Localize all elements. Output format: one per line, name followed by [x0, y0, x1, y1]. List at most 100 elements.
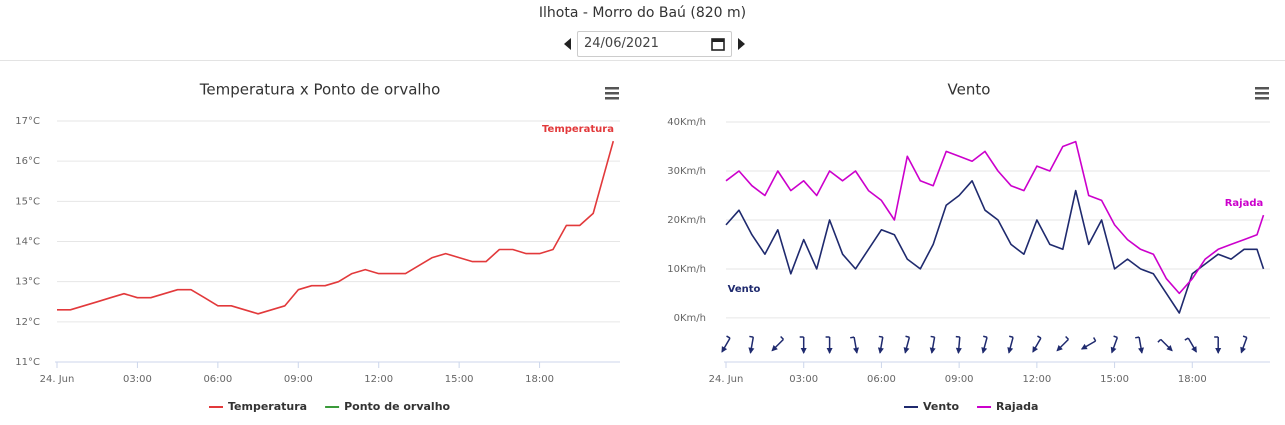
- arrow-tail: [1092, 337, 1097, 342]
- arrow-tail: [930, 335, 935, 338]
- menu-button[interactable]: [1255, 87, 1269, 100]
- arrow-head: [1032, 346, 1038, 353]
- y-tick-label: 10Km/h: [667, 264, 706, 275]
- previous-day-button[interactable]: [564, 38, 571, 50]
- legend-item[interactable]: Rajada: [977, 400, 1038, 413]
- arrow-tail: [1184, 337, 1189, 341]
- wind-arrow: [981, 335, 988, 354]
- legend-item[interactable]: Ponto de orvalho: [325, 400, 451, 413]
- legend-item[interactable]: Vento: [904, 400, 959, 413]
- arrow-tail: [726, 335, 731, 339]
- charts: Temperatura x Ponto de orvalho 11°C 12°C 13…: [15, 81, 1270, 413]
- y-tick-label: 0Km/h: [674, 313, 706, 324]
- arrow-head: [955, 347, 962, 354]
- y-tick-label: 14°C: [15, 237, 40, 248]
- series-line: [57, 140, 615, 315]
- wind-arrow: [1080, 337, 1097, 350]
- x-tick-label: 12:00: [1022, 374, 1051, 385]
- arrow-tail: [1242, 335, 1248, 339]
- x-tick-label: 24. Jun: [709, 374, 744, 385]
- divider: [0, 60, 1285, 61]
- series-line: [725, 180, 1265, 314]
- wind-arrow: [1240, 335, 1248, 354]
- arrow-tail: [1157, 338, 1162, 343]
- x-tick-label: 09:00: [945, 374, 974, 385]
- wind-arrow: [903, 335, 911, 354]
- wind-arrow: [850, 336, 859, 354]
- x-tick-label: 18:00: [1178, 374, 1207, 385]
- arrow-head: [877, 347, 884, 354]
- wind-arrow: [1184, 337, 1197, 353]
- arrow-head: [1007, 347, 1014, 354]
- x-tick-label: 03:00: [789, 374, 818, 385]
- arrow-tail: [1037, 335, 1042, 339]
- arrow-head: [1080, 343, 1088, 350]
- arrow-head: [853, 347, 859, 354]
- calendar-icon[interactable]: [711, 37, 725, 51]
- wind-arrow: [1032, 335, 1042, 353]
- menu-button[interactable]: [605, 87, 619, 100]
- y-tick-label: 12°C: [15, 317, 40, 328]
- arrow-tail: [1009, 335, 1014, 338]
- wind-arrow: [1056, 335, 1069, 352]
- arrow-tail: [749, 335, 754, 338]
- arrow-head: [929, 347, 936, 354]
- y-tick-label: 11°C: [15, 357, 40, 368]
- chart-title: Temperatura x Ponto de orvalho: [199, 81, 441, 99]
- date-text: 24/06/2021: [584, 36, 659, 51]
- arrow-tail: [905, 335, 910, 338]
- wind-arrow: [955, 335, 962, 354]
- arrow-head: [721, 346, 728, 353]
- y-tick-label: 20Km/h: [667, 215, 706, 226]
- date-input[interactable]: 24/06/2021: [577, 31, 732, 57]
- wind-arrow: [1135, 336, 1144, 354]
- date-selector: 24/06/2021: [560, 31, 760, 57]
- arrow-tail: [878, 335, 883, 338]
- arrow-head: [903, 347, 910, 354]
- arrow-head: [1215, 348, 1222, 354]
- next-day-button[interactable]: [738, 38, 745, 50]
- series-line: [725, 140, 1265, 295]
- arrow-head: [1191, 346, 1197, 353]
- y-tick-label: 30Km/h: [667, 166, 706, 177]
- x-tick-label: 24. Jun: [40, 374, 75, 385]
- x-tick-label: 18:00: [525, 374, 554, 385]
- wind-arrow: [799, 336, 807, 354]
- wind-arrow: [929, 335, 936, 354]
- arrow-head: [1138, 347, 1144, 354]
- series-label: Vento: [728, 284, 761, 295]
- wind-arrow: [721, 335, 731, 353]
- station-title: Ilhota - Morro do Baú (820 m): [538, 5, 747, 21]
- arrow-tail: [983, 335, 988, 338]
- wind-arrow: [1007, 335, 1014, 354]
- legend-label: Rajada: [996, 400, 1038, 413]
- x-tick-label: 15:00: [1100, 374, 1129, 385]
- legend-label: Temperatura: [228, 400, 307, 413]
- wind-arrow: [1157, 338, 1173, 352]
- arrow-head: [1110, 346, 1117, 354]
- y-tick-label: 13°C: [15, 277, 40, 288]
- arrow-head: [981, 347, 988, 354]
- arrow-head: [800, 348, 807, 354]
- arrow-head: [1240, 346, 1246, 354]
- x-tick-label: 03:00: [123, 374, 152, 385]
- wind-arrow: [1214, 336, 1222, 354]
- legend-label: Vento: [923, 400, 959, 413]
- arrow-tail: [1113, 335, 1118, 339]
- arrow-head: [826, 348, 833, 354]
- wind-arrow: [748, 335, 755, 354]
- x-tick-label: 06:00: [203, 374, 232, 385]
- arrow-tail: [1065, 335, 1069, 340]
- legend-label: Ponto de orvalho: [344, 400, 450, 413]
- y-tick-label: 15°C: [15, 196, 40, 207]
- wind-arrow: [825, 336, 833, 354]
- y-tick-label: 40Km/h: [667, 117, 706, 128]
- series-label: Rajada: [1225, 198, 1264, 209]
- x-tick-label: 09:00: [284, 374, 313, 385]
- y-tick-label: 16°C: [15, 156, 40, 167]
- x-tick-label: 06:00: [867, 374, 896, 385]
- legend-item[interactable]: Temperatura: [209, 400, 307, 413]
- arrow-tail: [850, 336, 855, 339]
- wind-arrow: [877, 335, 884, 354]
- wind-arrow: [1110, 335, 1119, 354]
